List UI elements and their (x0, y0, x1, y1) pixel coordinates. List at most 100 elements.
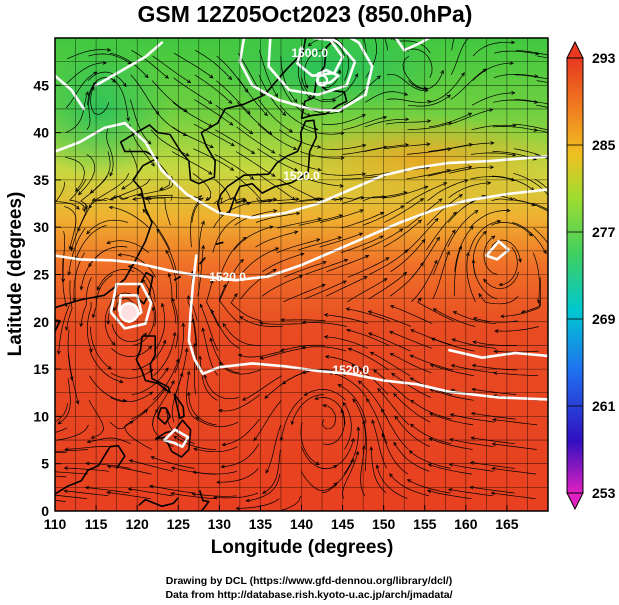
coastline (215, 241, 224, 245)
streamline (97, 269, 135, 291)
streamline-arrow (282, 111, 287, 116)
streamline-arrow (208, 170, 213, 175)
streamline-arrow (262, 490, 267, 494)
streamline-arrow (77, 227, 81, 233)
streamline-arrow (48, 439, 51, 442)
streamline-arrow (292, 146, 298, 150)
streamline-arrow (385, 257, 390, 261)
streamline-arrow (492, 371, 498, 375)
streamline (534, 178, 548, 190)
coastline (156, 407, 171, 425)
streamline (300, 471, 338, 492)
streamline (433, 308, 476, 327)
streamline-arrow (369, 351, 375, 356)
colorbar-tick-label: 253 (592, 485, 616, 501)
streamline-arrow (375, 464, 380, 469)
streamline (258, 99, 293, 133)
streamline (233, 226, 273, 251)
streamline-arrow (182, 132, 188, 137)
streamline (493, 372, 539, 377)
streamline-arrow (77, 191, 83, 196)
streamline (431, 338, 475, 352)
streamline-arrow (304, 84, 309, 89)
streamline (406, 169, 451, 180)
streamline (340, 235, 384, 254)
streamline (200, 304, 219, 352)
streamline-arrow (172, 331, 177, 337)
streamline-arrow (106, 490, 111, 495)
streamline-arrow (393, 393, 398, 398)
streamline (490, 239, 521, 262)
streamline (215, 129, 255, 154)
streamline (449, 166, 494, 174)
streamline-arrow (167, 272, 172, 278)
streamline (319, 232, 363, 248)
streamline (341, 212, 384, 229)
streamline (515, 49, 548, 56)
streamline-arrow (491, 442, 497, 447)
streamline (85, 487, 130, 494)
streamline (393, 393, 431, 423)
streamline-arrow (209, 279, 214, 284)
streamline-arrow (22, 495, 25, 498)
streamline (320, 209, 364, 223)
streamline-arrow (193, 447, 198, 452)
streamline (89, 350, 123, 383)
streamline-arrow (233, 292, 238, 298)
streamline (304, 259, 348, 275)
streamline (472, 62, 514, 81)
streamline (406, 148, 452, 155)
coastline (198, 489, 210, 511)
streamline (110, 391, 153, 403)
streamline-arrow (363, 276, 368, 280)
streamline (300, 422, 320, 465)
streamline (104, 298, 116, 346)
streamline-arrow (500, 314, 505, 319)
streamline-arrow (106, 240, 111, 245)
streamline (215, 104, 253, 134)
streamline (107, 492, 152, 500)
pressure-centers (118, 74, 329, 323)
streamline (513, 172, 548, 196)
streamline-arrow (264, 394, 269, 399)
streamline-arrow (461, 72, 465, 77)
streamline (255, 212, 300, 223)
contour-line (55, 74, 86, 111)
streamline-arrow (491, 235, 496, 240)
streamline (343, 116, 387, 131)
streamline-arrow (88, 204, 93, 209)
streamline-arrow (241, 397, 247, 401)
streamline (491, 492, 536, 500)
streamline-arrow (316, 238, 321, 242)
streamline (365, 91, 408, 103)
streamline (322, 73, 358, 101)
axis-ticks: 110 115 120 125 130 135 140 145 150 155 160 165 0 5 10… (33, 77, 518, 532)
streamline (364, 118, 409, 128)
streamline (55, 427, 68, 433)
streamline-arrow (511, 91, 516, 95)
streamline (279, 104, 318, 131)
streamline (514, 123, 548, 131)
streamline-arrow (68, 245, 73, 251)
streamline (363, 38, 367, 54)
streamline (428, 463, 473, 475)
x-tick-label: 125 (167, 516, 191, 532)
streamline (80, 277, 92, 327)
streamline (448, 182, 491, 199)
streamline (302, 321, 347, 327)
coastline (216, 119, 318, 216)
streamline (363, 420, 367, 472)
streamline-arrow (491, 466, 496, 471)
streamline-arrow (477, 18, 480, 21)
streamline-arrow (301, 370, 307, 374)
streamline-arrow (296, 211, 301, 216)
streamline-arrow (132, 197, 137, 201)
streamline-arrow (323, 313, 329, 317)
streamline-arrow (470, 436, 475, 441)
streamline-arrow (249, 130, 254, 135)
streamline-arrow (201, 244, 205, 250)
contour-line (485, 240, 510, 261)
streamline (377, 388, 410, 426)
streamline (89, 375, 127, 402)
streamline-arrow (186, 370, 191, 375)
